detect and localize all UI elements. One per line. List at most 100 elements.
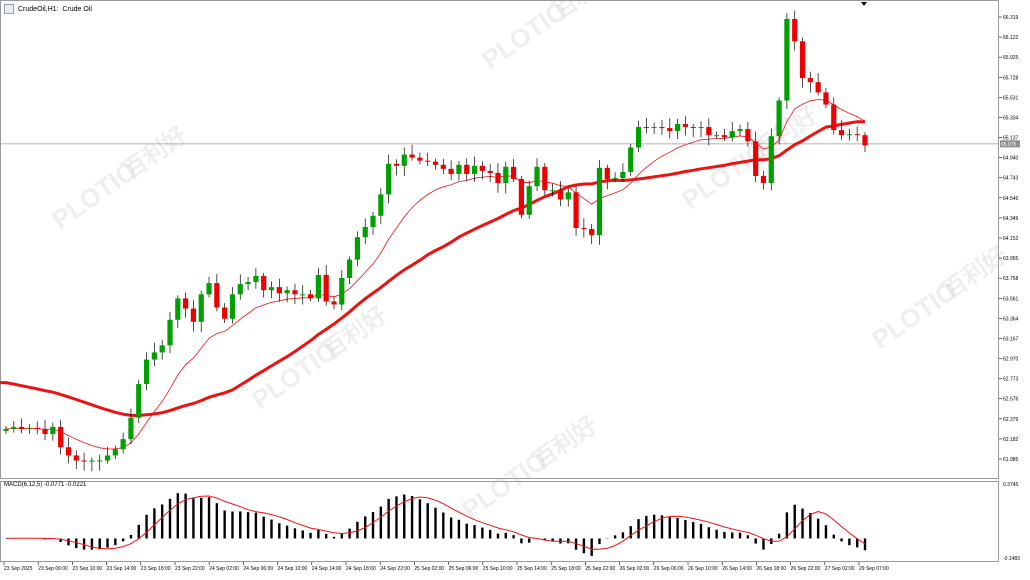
candle-body — [347, 259, 353, 278]
candle-body — [854, 134, 860, 136]
price-axis[interactable]: 66.319 66.122 65.925 65.728 65.531 65.334 65.1… — [999, 15, 1019, 463]
candle-body — [112, 449, 118, 456]
candle-body — [97, 460, 103, 462]
price-tick-label: 66.122 — [1003, 35, 1019, 41]
macd-label: MACD(6,12,5) -0.0771 -0.0221 — [4, 482, 87, 488]
candle-body — [589, 229, 595, 236]
candle-body — [331, 301, 337, 305]
time-tick-label: 25 Sep 10:00 — [483, 566, 513, 572]
candle-body — [526, 186, 532, 215]
price-tick-label: 64.940 — [1003, 156, 1019, 162]
candle-body — [401, 154, 407, 166]
candles — [3, 10, 868, 472]
candle-body — [823, 92, 829, 105]
candle-body — [495, 172, 501, 184]
candle-body — [776, 100, 782, 137]
candle-body — [448, 168, 454, 174]
candle-body — [768, 136, 774, 184]
candle-body — [323, 274, 329, 302]
candle-body — [245, 282, 251, 285]
time-tick-label: 25 Sep 14:00 — [517, 566, 547, 572]
time-tick-label: 27 Sep 02:00 — [825, 566, 855, 572]
price-tick-label: 62.379 — [1003, 417, 1019, 423]
candle-body — [635, 127, 642, 148]
candle-body — [440, 164, 446, 169]
candle-body — [73, 455, 79, 461]
chart-window-icon — [4, 4, 14, 14]
candle-body — [214, 283, 220, 308]
candle-body — [565, 192, 571, 200]
watermark-chinese: 百利好 — [528, 412, 602, 475]
price-tick-label: 63.758 — [1003, 276, 1019, 282]
candle-body — [464, 164, 470, 174]
watermark-chinese: 百利好 — [938, 242, 1012, 305]
candle-body — [378, 194, 384, 216]
candle-body — [393, 163, 400, 166]
watermark-chinese: 百利好 — [748, 102, 822, 165]
price-tick-label: 61.985 — [1003, 457, 1019, 463]
candle-body — [300, 294, 306, 296]
candle-body — [128, 417, 134, 440]
price-tick-label: 63.955 — [1003, 256, 1019, 262]
candle-body — [19, 426, 25, 429]
candle-body — [714, 135, 720, 137]
candle-body — [104, 455, 111, 461]
candle-body — [136, 384, 142, 418]
time-tick-label: 25 Sep 06:00 — [449, 566, 479, 572]
price-tick-label: 65.137 — [1003, 136, 1019, 142]
candle-body — [261, 275, 267, 291]
ma-fast — [5, 99, 866, 450]
price-tick-label: 64.743 — [1003, 176, 1019, 182]
time-tick-label: 24 Sep 10:00 — [278, 566, 308, 572]
time-tick-label: 24 Sep 18:00 — [346, 566, 376, 572]
candle-body — [745, 129, 751, 142]
candle-body — [471, 165, 478, 174]
candle-body — [792, 18, 798, 42]
candle-body — [284, 290, 290, 294]
candle-body — [807, 78, 813, 83]
candle-body — [143, 359, 150, 385]
candle-body — [682, 123, 688, 128]
ma-slow — [0, 120, 865, 418]
candle-body — [175, 298, 181, 320]
time-tick-label: 25 Sep 22:00 — [585, 566, 615, 572]
candle-body — [550, 190, 556, 192]
candle-body — [534, 166, 540, 187]
time-tick-label: 25 Sep 18:00 — [551, 566, 581, 572]
time-tick-label: 26 Sep 14:00 — [722, 566, 752, 572]
candle-body — [487, 170, 493, 173]
candle-body — [503, 166, 509, 184]
candle-body — [425, 160, 431, 162]
chart-shift-marker[interactable] — [861, 2, 867, 6]
time-tick-label: 26 Sep 06:00 — [654, 566, 684, 572]
moving-averages — [0, 99, 866, 450]
time-axis[interactable]: 23 Sep 2025 23 Sep 06:00 23 Sep 10:00 23 Se… — [3, 562, 889, 572]
candle-body — [620, 171, 626, 179]
candle-body — [386, 163, 392, 195]
candle-body — [237, 284, 243, 295]
candle-body — [581, 228, 587, 230]
candle-body — [753, 141, 759, 176]
candle-body — [862, 135, 868, 146]
candle-body — [253, 275, 259, 283]
candle-body — [276, 287, 282, 294]
candle-body — [651, 127, 657, 129]
candle-body — [42, 428, 48, 435]
macd-pane-frame — [0, 481, 999, 562]
time-tick-label: 24 Sep 22:00 — [380, 566, 410, 572]
time-tick-label: 26 Sep 10:00 — [688, 566, 718, 572]
candle-body — [518, 179, 524, 215]
candle-body — [26, 427, 33, 429]
price-tick-label: 62.182 — [1003, 437, 1019, 443]
macd-pane: 0.3745 -0.1483 — [5, 482, 1020, 562]
price-tick-label: 65.728 — [1003, 75, 1019, 81]
candle-body — [11, 426, 17, 429]
candle-body — [417, 157, 423, 161]
price-tick-label: 64.546 — [1003, 196, 1019, 202]
candle-body — [643, 127, 649, 129]
candle-body — [58, 426, 64, 448]
candle-body — [229, 294, 236, 319]
chart-title: CrudeOil,H1: Crude Oil — [18, 5, 92, 13]
time-tick-label: 24 Sep 02:00 — [209, 566, 239, 572]
